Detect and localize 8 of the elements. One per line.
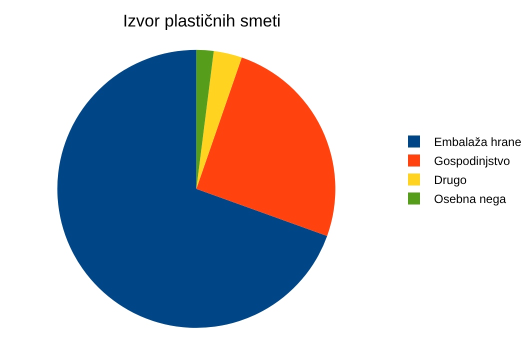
- pie-slice: [57, 50, 328, 328]
- pie-slice: [196, 58, 336, 236]
- chart-title: Izvor plastičnih smeti: [122, 11, 281, 30]
- legend-label: Drugo: [434, 173, 468, 188]
- legend-label: Osebna nega: [434, 192, 506, 206]
- legend-label: Embalaža hrane: [434, 135, 522, 150]
- legend-label: Gospodinjstvo: [434, 154, 510, 168]
- pie-slice: [196, 50, 242, 189]
